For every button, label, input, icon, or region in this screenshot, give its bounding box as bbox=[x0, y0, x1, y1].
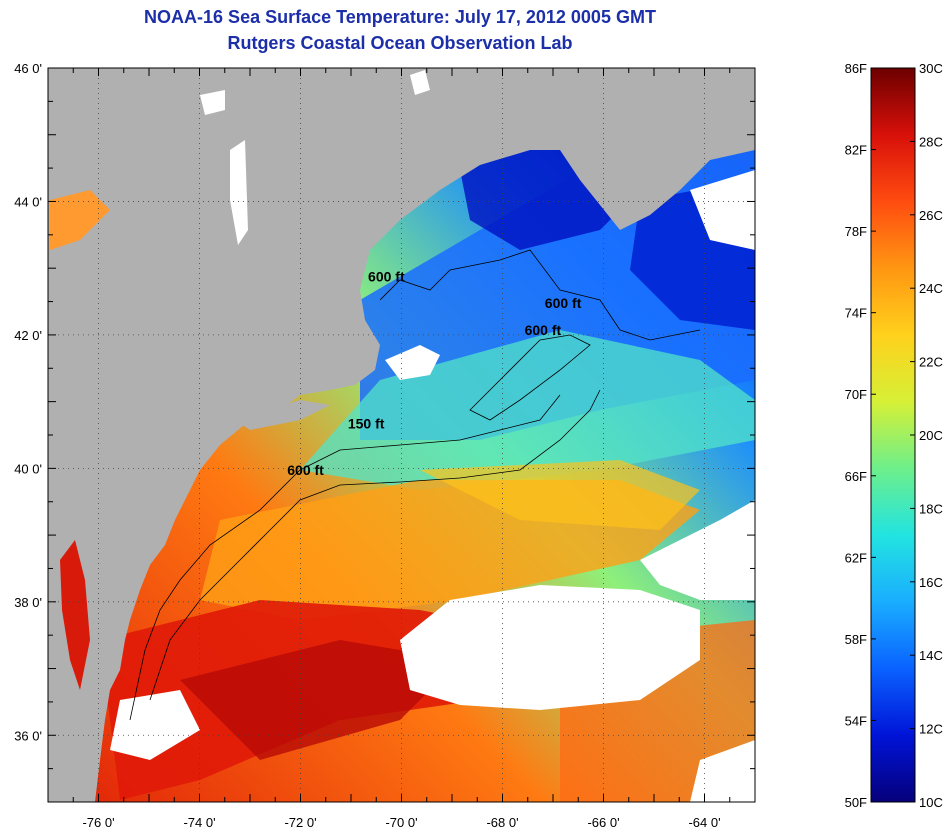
fahrenheit-label: 54F bbox=[845, 713, 867, 728]
lon-label: -66 0' bbox=[587, 815, 619, 830]
lon-label: -74 0' bbox=[183, 815, 215, 830]
cloud-patch bbox=[690, 740, 755, 802]
fahrenheit-label: 50F bbox=[845, 795, 867, 810]
chesapeake-bay bbox=[60, 540, 90, 690]
contour-label: 600 ft bbox=[287, 462, 324, 478]
land-cloud bbox=[230, 140, 248, 245]
colorbar-scale bbox=[870, 67, 916, 803]
celsius-labels: 30C 28C 26C 24C 22C 20C 18C 16C 14C 12C 10C bbox=[919, 61, 943, 810]
shelf-water bbox=[300, 330, 755, 490]
land-cloud bbox=[410, 70, 430, 95]
fahrenheit-label: 58F bbox=[845, 632, 867, 647]
fahrenheit-label: 62F bbox=[845, 550, 867, 565]
contour-georges-bank bbox=[469, 334, 591, 421]
lat-label: 44 0' bbox=[14, 194, 42, 209]
lon-label: -72 0' bbox=[284, 815, 316, 830]
fahrenheit-label: 74F bbox=[845, 306, 867, 321]
fahrenheit-label: 66F bbox=[845, 469, 867, 484]
celsius-label: 10C bbox=[919, 795, 943, 810]
celsius-label: 28C bbox=[919, 134, 943, 149]
celsius-label: 14C bbox=[919, 648, 943, 663]
cape-cod-cloud bbox=[385, 345, 440, 380]
lat-label: 38 0' bbox=[14, 595, 42, 610]
chart-subtitle: Rutgers Coastal Ocean Observation Lab bbox=[227, 33, 573, 53]
lon-label: -70 0' bbox=[385, 815, 417, 830]
bathymetry-contours bbox=[129, 249, 701, 721]
celsius-label: 12C bbox=[919, 722, 943, 737]
contour-label: 150 ft bbox=[348, 415, 385, 431]
lat-label: 42 0' bbox=[14, 328, 42, 343]
celsius-label: 18C bbox=[919, 501, 943, 516]
lon-label: -76 0' bbox=[82, 815, 114, 830]
contour-label: 600 ft bbox=[525, 322, 562, 338]
celsius-label: 22C bbox=[919, 355, 943, 370]
lat-label: 40 0' bbox=[14, 461, 42, 476]
cloud-patch bbox=[600, 610, 680, 660]
land-cloud bbox=[200, 90, 225, 115]
nova-scotia bbox=[560, 70, 755, 150]
lon-label: -64 0' bbox=[688, 815, 720, 830]
fahrenheit-labels: 86F 82F 78F 74F 70F 66F 62F 58F 54F 50F bbox=[845, 61, 867, 810]
axis-ticks bbox=[47, 67, 756, 803]
land-mass bbox=[48, 68, 755, 802]
contour-150ft bbox=[129, 394, 561, 721]
contour-600ft-shelf bbox=[149, 389, 601, 701]
chart-title: NOAA-16 Sea Surface Temperature: July 17… bbox=[144, 7, 656, 27]
fahrenheit-label: 86F bbox=[845, 61, 867, 76]
contour-600ft-gulf bbox=[379, 249, 701, 341]
gulf-stream-core bbox=[180, 640, 460, 760]
warm-core-water bbox=[420, 460, 700, 530]
contour-labels: 600 ft 150 ft 600 ft 600 ft 600 ft bbox=[287, 269, 581, 479]
fahrenheit-label: 70F bbox=[845, 387, 867, 402]
celsius-label: 24C bbox=[919, 281, 943, 296]
lon-label: -68 0' bbox=[486, 815, 518, 830]
lat-label: 46 0' bbox=[14, 61, 42, 76]
contour-label: 600 ft bbox=[368, 269, 405, 285]
lat-label: 36 0' bbox=[14, 728, 42, 743]
celsius-label: 16C bbox=[919, 575, 943, 590]
celsius-label: 20C bbox=[919, 428, 943, 443]
cloud-patch bbox=[640, 500, 755, 600]
colorbar-ticks bbox=[871, 67, 915, 803]
celsius-label: 26C bbox=[919, 208, 943, 223]
fahrenheit-label: 78F bbox=[845, 224, 867, 239]
celsius-label: 30C bbox=[919, 61, 943, 76]
contour-label: 600 ft bbox=[545, 295, 582, 311]
latitude-labels: 46 0' 44 0' 42 0' 40 0' 38 0' 36 0' bbox=[14, 61, 42, 743]
longitude-labels: -76 0' -74 0' -72 0' -70 0' -68 0' -66 0' -64 … bbox=[82, 815, 720, 830]
fahrenheit-label: 82F bbox=[845, 143, 867, 158]
long-island bbox=[235, 400, 330, 430]
cloud-patch bbox=[690, 170, 755, 250]
lake-ontario-warm bbox=[50, 190, 110, 250]
